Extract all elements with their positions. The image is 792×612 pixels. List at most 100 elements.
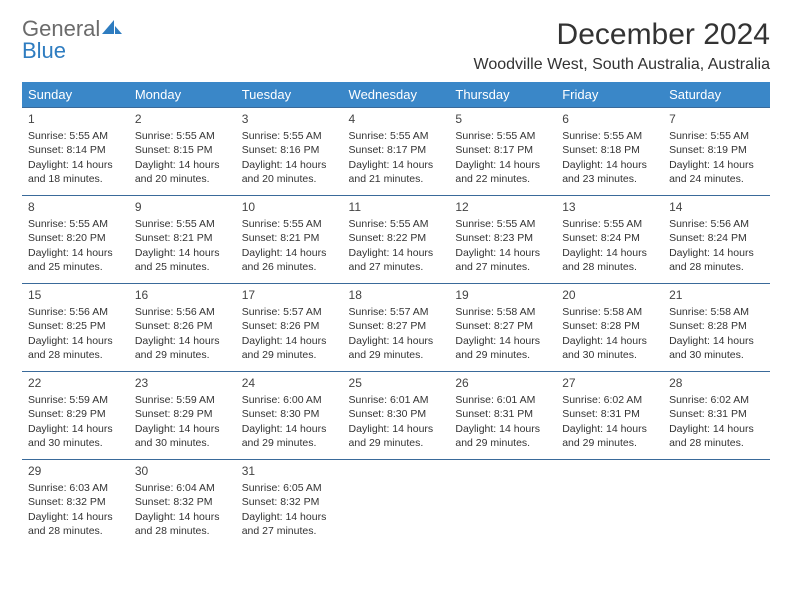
calendar-cell: 18Sunrise: 5:57 AMSunset: 8:27 PMDayligh… (343, 284, 450, 372)
daylight-text: Daylight: 14 hours (135, 510, 230, 524)
sunset-text: Sunset: 8:32 PM (242, 495, 337, 509)
calendar-cell: 19 Sunrise: 5:58 AMSunset: 8:27 PMDayligh… (449, 284, 556, 372)
calendar-cell: 29Sunrise: 6:03 AMSunset: 8:32 PMDayligh… (22, 460, 129, 548)
calendar-cell: 10Sunrise: 5:55 AMSunset: 8:21 PMDayligh… (236, 196, 343, 284)
sunrise-text: Sunrise: 6:01 AM (349, 393, 444, 407)
page-header: General Blue December 2024 Woodville Wes… (22, 18, 770, 74)
sunrise-text: Sunrise: 6:02 AM (562, 393, 657, 407)
calendar-cell: 21Sunrise: 5:58 AMSunset: 8:28 PMDayligh… (663, 284, 770, 372)
sunrise-text: Sunrise: 6:02 AM (669, 393, 764, 407)
sunset-text: Sunset: 8:14 PM (28, 143, 123, 157)
sunrise-text: Sunrise: 6:05 AM (242, 481, 337, 495)
sunset-text: Sunset: 8:31 PM (669, 407, 764, 421)
sunrise-text: Sunrise: 5:55 AM (349, 217, 444, 231)
day-number: 1 (28, 111, 123, 127)
sunrise-text: Sunrise: 5:59 AM (135, 393, 230, 407)
sunrise-text: Sunrise: 5:55 AM (135, 217, 230, 231)
day-number: 25 (349, 375, 444, 391)
calendar-body: 1Sunrise: 5:55 AMSunset: 8:14 PMDaylight… (22, 108, 770, 548)
calendar-cell: 20Sunrise: 5:58 AMSunset: 8:28 PMDayligh… (556, 284, 663, 372)
calendar-cell-empty (343, 460, 450, 548)
calendar-cell-empty (663, 460, 770, 548)
sunrise-text: Sunrise: 6:04 AM (135, 481, 230, 495)
daylight-text: Daylight: 14 hours (562, 246, 657, 260)
daylight-text: Daylight: 14 hours (562, 334, 657, 348)
sunset-text: Sunset: 8:26 PM (135, 319, 230, 333)
location-subtitle: Woodville West, South Australia, Austral… (474, 56, 770, 74)
daylight-text: Daylight: 14 hours (242, 246, 337, 260)
daylight-text: Daylight: 14 hours (242, 334, 337, 348)
sunrise-text: Sunrise: 5:58 AM (455, 305, 550, 319)
daylight-text: and 25 minutes. (28, 260, 123, 274)
sunset-text: Sunset: 8:29 PM (135, 407, 230, 421)
daylight-text: Daylight: 14 hours (135, 158, 230, 172)
calendar-cell: 5Sunrise: 5:55 AMSunset: 8:17 PMDaylight… (449, 108, 556, 196)
daylight-text: and 29 minutes. (455, 436, 550, 450)
daylight-text: and 20 minutes. (135, 172, 230, 186)
day-number: 19 (455, 287, 550, 303)
sunrise-text: Sunrise: 5:55 AM (455, 217, 550, 231)
sunrise-text: Sunrise: 5:56 AM (28, 305, 123, 319)
calendar-cell: 24Sunrise: 6:00 AMSunset: 8:30 PMDayligh… (236, 372, 343, 460)
sunset-text: Sunset: 8:22 PM (349, 231, 444, 245)
daylight-text: and 30 minutes. (28, 436, 123, 450)
daylight-text: Daylight: 14 hours (242, 422, 337, 436)
calendar-cell: 6Sunrise: 5:55 AMSunset: 8:18 PMDaylight… (556, 108, 663, 196)
sunset-text: Sunset: 8:21 PM (135, 231, 230, 245)
daylight-text: and 29 minutes. (455, 348, 550, 362)
daylight-text: Daylight: 14 hours (135, 246, 230, 260)
day-number: 12 (455, 199, 550, 215)
day-number: 27 (562, 375, 657, 391)
sunrise-text: Sunrise: 5:55 AM (562, 129, 657, 143)
calendar-cell: 14Sunrise: 5:56 AMSunset: 8:24 PMDayligh… (663, 196, 770, 284)
weekday-header: Monday (129, 82, 236, 108)
daylight-text: Daylight: 14 hours (669, 334, 764, 348)
calendar-cell: 11Sunrise: 5:55 AMSunset: 8:22 PMDayligh… (343, 196, 450, 284)
day-number: 30 (135, 463, 230, 479)
weekday-header: Wednesday (343, 82, 450, 108)
month-title: December 2024 (474, 18, 770, 52)
day-number: 16 (135, 287, 230, 303)
sunrise-text: Sunrise: 5:56 AM (135, 305, 230, 319)
logo-part2: Blue (22, 38, 66, 63)
weekday-header: Tuesday (236, 82, 343, 108)
calendar-cell: 9Sunrise: 5:55 AMSunset: 8:21 PMDaylight… (129, 196, 236, 284)
weekday-header: Sunday (22, 82, 129, 108)
sunset-text: Sunset: 8:32 PM (28, 495, 123, 509)
calendar-cell: 3Sunrise: 5:55 AMSunset: 8:16 PMDaylight… (236, 108, 343, 196)
calendar-cell-empty (556, 460, 663, 548)
day-number: 15 (28, 287, 123, 303)
daylight-text: Daylight: 14 hours (455, 246, 550, 260)
day-number: 4 (349, 111, 444, 127)
day-number: 7 (669, 111, 764, 127)
calendar-cell: 27Sunrise: 6:02 AMSunset: 8:31 PMDayligh… (556, 372, 663, 460)
day-number: 8 (28, 199, 123, 215)
daylight-text: and 27 minutes. (242, 524, 337, 538)
sunrise-text: Sunrise: 6:00 AM (242, 393, 337, 407)
daylight-text: and 30 minutes. (562, 348, 657, 362)
daylight-text: and 28 minutes. (28, 348, 123, 362)
daylight-text: and 30 minutes. (135, 436, 230, 450)
daylight-text: Daylight: 14 hours (455, 334, 550, 348)
daylight-text: and 28 minutes. (135, 524, 230, 538)
sunrise-text: Sunrise: 5:59 AM (28, 393, 123, 407)
daylight-text: and 26 minutes. (242, 260, 337, 274)
daylight-text: and 23 minutes. (562, 172, 657, 186)
daylight-text: and 29 minutes. (562, 436, 657, 450)
day-number: 21 (669, 287, 764, 303)
sunrise-text: Sunrise: 5:57 AM (349, 305, 444, 319)
sunset-text: Sunset: 8:28 PM (562, 319, 657, 333)
daylight-text: Daylight: 14 hours (455, 158, 550, 172)
title-block: December 2024 Woodville West, South Aust… (474, 18, 770, 74)
sunrise-text: Sunrise: 6:01 AM (455, 393, 550, 407)
sunset-text: Sunset: 8:31 PM (455, 407, 550, 421)
day-number: 26 (455, 375, 550, 391)
day-number: 10 (242, 199, 337, 215)
day-number: 29 (28, 463, 123, 479)
sunset-text: Sunset: 8:27 PM (455, 319, 550, 333)
sunrise-text: Sunrise: 5:55 AM (28, 129, 123, 143)
calendar-cell: 16Sunrise: 5:56 AMSunset: 8:26 PMDayligh… (129, 284, 236, 372)
calendar-cell-empty (449, 460, 556, 548)
day-number: 28 (669, 375, 764, 391)
logo-sail-icon (102, 18, 122, 40)
